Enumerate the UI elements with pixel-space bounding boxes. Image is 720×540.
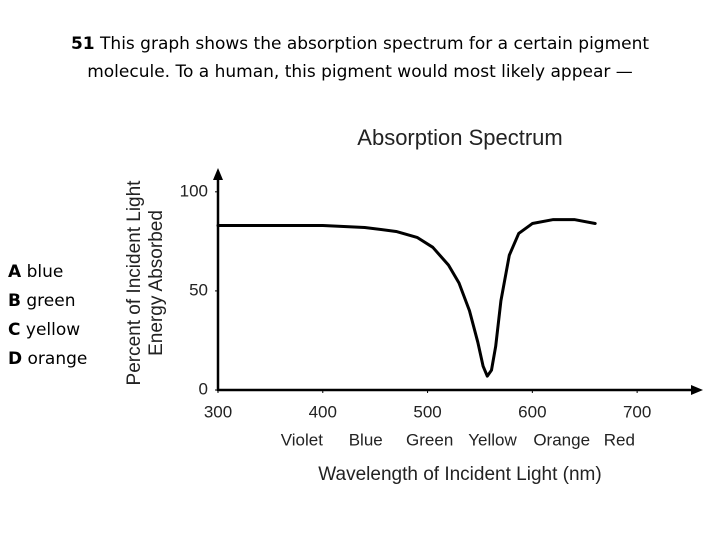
x-axis-label: Wavelength of Incident Light (nm) xyxy=(318,464,601,485)
choice-text: green xyxy=(26,291,76,311)
x-tick-label: 400 xyxy=(309,402,337,421)
y-tick-label: 100 xyxy=(180,181,208,200)
y-axis-label: Percent of Incident Light xyxy=(124,180,145,386)
choice: B green xyxy=(8,287,87,316)
choices: A blue B green C yellow D orange xyxy=(8,258,87,374)
question: 51 This graph shows the absorption spect… xyxy=(40,30,680,86)
y-tick-label: 0 xyxy=(199,379,208,398)
choice: D orange xyxy=(8,345,87,374)
color-label: Violet xyxy=(281,430,323,449)
choice-text: yellow xyxy=(25,320,81,340)
question-text: This graph shows the absorption spectrum… xyxy=(87,34,650,82)
choice-letter: C xyxy=(8,320,21,340)
color-label: Green xyxy=(406,430,453,449)
color-label: Yellow xyxy=(468,430,517,449)
color-label: Blue xyxy=(349,430,383,449)
chart-title: Absorption Spectrum xyxy=(357,125,562,150)
choice: A blue xyxy=(8,258,87,287)
choice: C yellow xyxy=(8,316,87,345)
x-tick-label: 300 xyxy=(204,402,232,421)
x-axis-arrow xyxy=(691,385,703,395)
x-tick-label: 600 xyxy=(518,402,546,421)
choice-letter: A xyxy=(8,262,22,282)
color-label: Orange xyxy=(533,430,590,449)
x-tick-label: 700 xyxy=(623,402,651,421)
x-tick-label: 500 xyxy=(413,402,441,421)
choice-letter: D xyxy=(8,349,23,369)
y-axis-label: Energy Absorbed xyxy=(146,210,167,356)
y-axis-arrow xyxy=(213,168,223,180)
choice-letter: B xyxy=(8,291,21,311)
choice-text: blue xyxy=(26,262,64,282)
line xyxy=(216,218,597,378)
y-tick-label: 50 xyxy=(189,280,208,299)
color-label: Red xyxy=(604,430,635,449)
choice-text: orange xyxy=(27,349,88,369)
question-number: 51 xyxy=(70,34,95,54)
